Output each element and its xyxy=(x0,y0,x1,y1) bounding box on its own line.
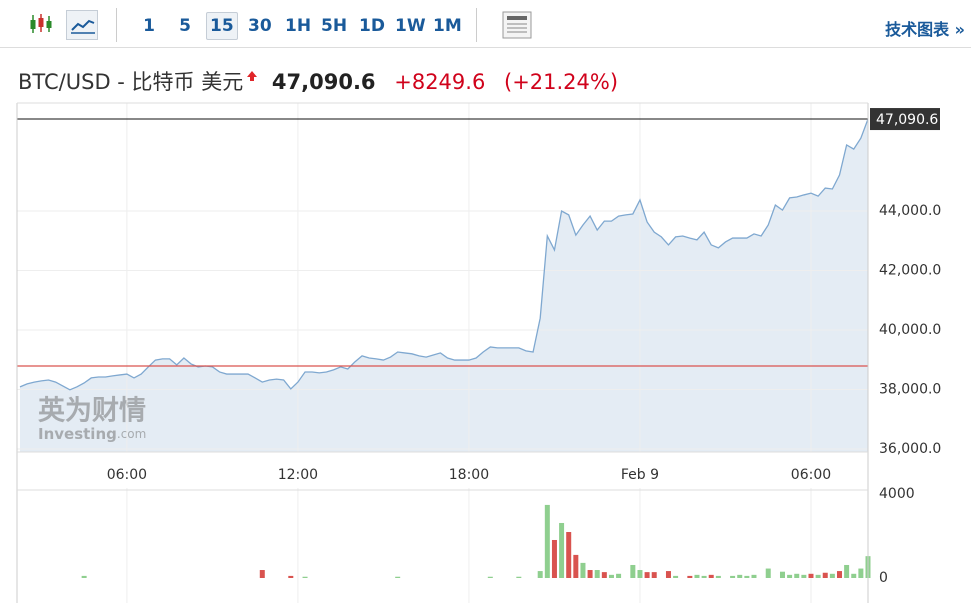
volume-bar xyxy=(587,570,593,578)
volume-bar xyxy=(751,574,757,578)
plot-background xyxy=(17,103,868,452)
volume-bar xyxy=(858,568,864,578)
watermark-brand: Investing xyxy=(38,425,117,443)
volume-bar xyxy=(551,539,557,578)
volume-bar xyxy=(737,574,743,578)
volume-bar xyxy=(829,573,835,578)
price-area xyxy=(20,119,868,452)
volume-bar xyxy=(573,554,579,578)
x-tick-label: Feb 9 xyxy=(621,467,659,483)
interval-button[interactable]: 1W xyxy=(395,16,426,36)
volume-bar xyxy=(81,575,87,578)
volume-bar xyxy=(651,572,657,578)
price-change: +8249.6 xyxy=(394,70,486,94)
volume-bar xyxy=(644,572,650,578)
watermark-cn: 英为财情 xyxy=(38,396,146,427)
volume-bar xyxy=(687,575,693,578)
x-tick-label: 18:00 xyxy=(449,467,489,483)
up-arrow xyxy=(247,71,258,81)
y-tick-label: 42,000.0 xyxy=(879,263,941,279)
volume-bar xyxy=(851,573,857,578)
volume-bar xyxy=(259,570,265,578)
volume-bar xyxy=(744,575,750,578)
symbol: BTC/USD - 比特币 美元 xyxy=(18,70,244,94)
percent-change: (+21.24%) xyxy=(504,70,619,94)
table-icon[interactable] xyxy=(502,11,532,39)
volume-bar xyxy=(701,575,707,578)
watermark-domain: .com xyxy=(117,427,146,441)
interval-button[interactable]: 30 xyxy=(248,16,272,36)
volume-bar xyxy=(815,574,821,578)
last-price-tag xyxy=(870,108,940,131)
watermark-en: Investing.com xyxy=(38,425,146,443)
line-chart-icon xyxy=(71,19,95,34)
y-tick-label: 44,000.0 xyxy=(879,203,941,219)
volume-bar xyxy=(787,574,793,578)
volume-bar xyxy=(516,576,522,578)
volume-bar xyxy=(665,571,671,578)
candlestick-icon[interactable] xyxy=(28,12,54,36)
interval-button[interactable]: 1M xyxy=(433,16,462,36)
last-price: 47,090.6 xyxy=(271,70,376,94)
price-line xyxy=(19,118,869,391)
interval-button[interactable]: 5H xyxy=(321,16,348,36)
interval-button[interactable]: 5 xyxy=(179,16,191,36)
volume-bar xyxy=(487,576,493,578)
toolbar: 1 5 15 30 1H 5H 1D 1W 1M 技术图表 » xyxy=(0,0,971,48)
volume-bar xyxy=(608,574,614,578)
volume-bar xyxy=(537,571,543,578)
volume-bar xyxy=(544,504,550,578)
volume-bar xyxy=(730,575,736,578)
volume-bar xyxy=(395,576,401,578)
y-tick-label: 38,000.0 xyxy=(879,382,941,398)
volume-bar xyxy=(844,564,850,578)
volume-bar xyxy=(594,570,600,578)
volume-bar xyxy=(559,522,565,578)
interval-button[interactable]: 1D xyxy=(359,16,385,36)
volume-bar xyxy=(673,575,679,578)
volume-bar xyxy=(616,573,622,578)
separator xyxy=(116,8,117,42)
volume-bar xyxy=(765,568,771,578)
volume-bar xyxy=(302,576,308,578)
volume-bar xyxy=(637,570,643,578)
volume-bar xyxy=(580,562,586,578)
volume-bar xyxy=(601,572,607,578)
volume-bar xyxy=(836,571,842,578)
y-tick-label: 40,000.0 xyxy=(879,322,941,338)
last-price-tag-label: 47,090.6 xyxy=(876,112,938,128)
interval-button[interactable]: 15 xyxy=(206,12,238,40)
volume-bar xyxy=(801,574,807,578)
volume-bar xyxy=(779,571,785,578)
volume-bar xyxy=(708,574,714,578)
volume-bar xyxy=(794,573,800,578)
x-tick-label: 12:00 xyxy=(278,467,318,483)
technical-chart-link[interactable]: 技术图表 » xyxy=(885,20,965,39)
x-tick-label: 06:00 xyxy=(791,467,831,483)
x-tick-label: 06:00 xyxy=(107,467,147,483)
volume-bar xyxy=(630,564,636,578)
interval-button[interactable]: 1H xyxy=(285,16,312,36)
y-tick-label: 4000 xyxy=(879,486,915,502)
watermark: 英为财情 Investing.com xyxy=(38,396,146,443)
quote-header: BTC/USD - 比特币 美元 47,090.6 +8249.6 (+21.2… xyxy=(18,66,630,96)
volume-bar xyxy=(822,572,828,578)
volume-bar xyxy=(566,532,572,578)
line-chart-button[interactable] xyxy=(66,10,98,40)
volume-bar xyxy=(694,574,700,578)
volume-bar xyxy=(288,575,294,578)
separator xyxy=(476,8,477,42)
y-tick-label: 0 xyxy=(879,570,888,586)
volume-bar xyxy=(865,556,871,578)
y-tick-label: 36,000.0 xyxy=(879,441,941,457)
interval-button[interactable]: 1 xyxy=(143,16,155,36)
volume-bar xyxy=(808,573,814,578)
volume-bar xyxy=(715,575,721,578)
